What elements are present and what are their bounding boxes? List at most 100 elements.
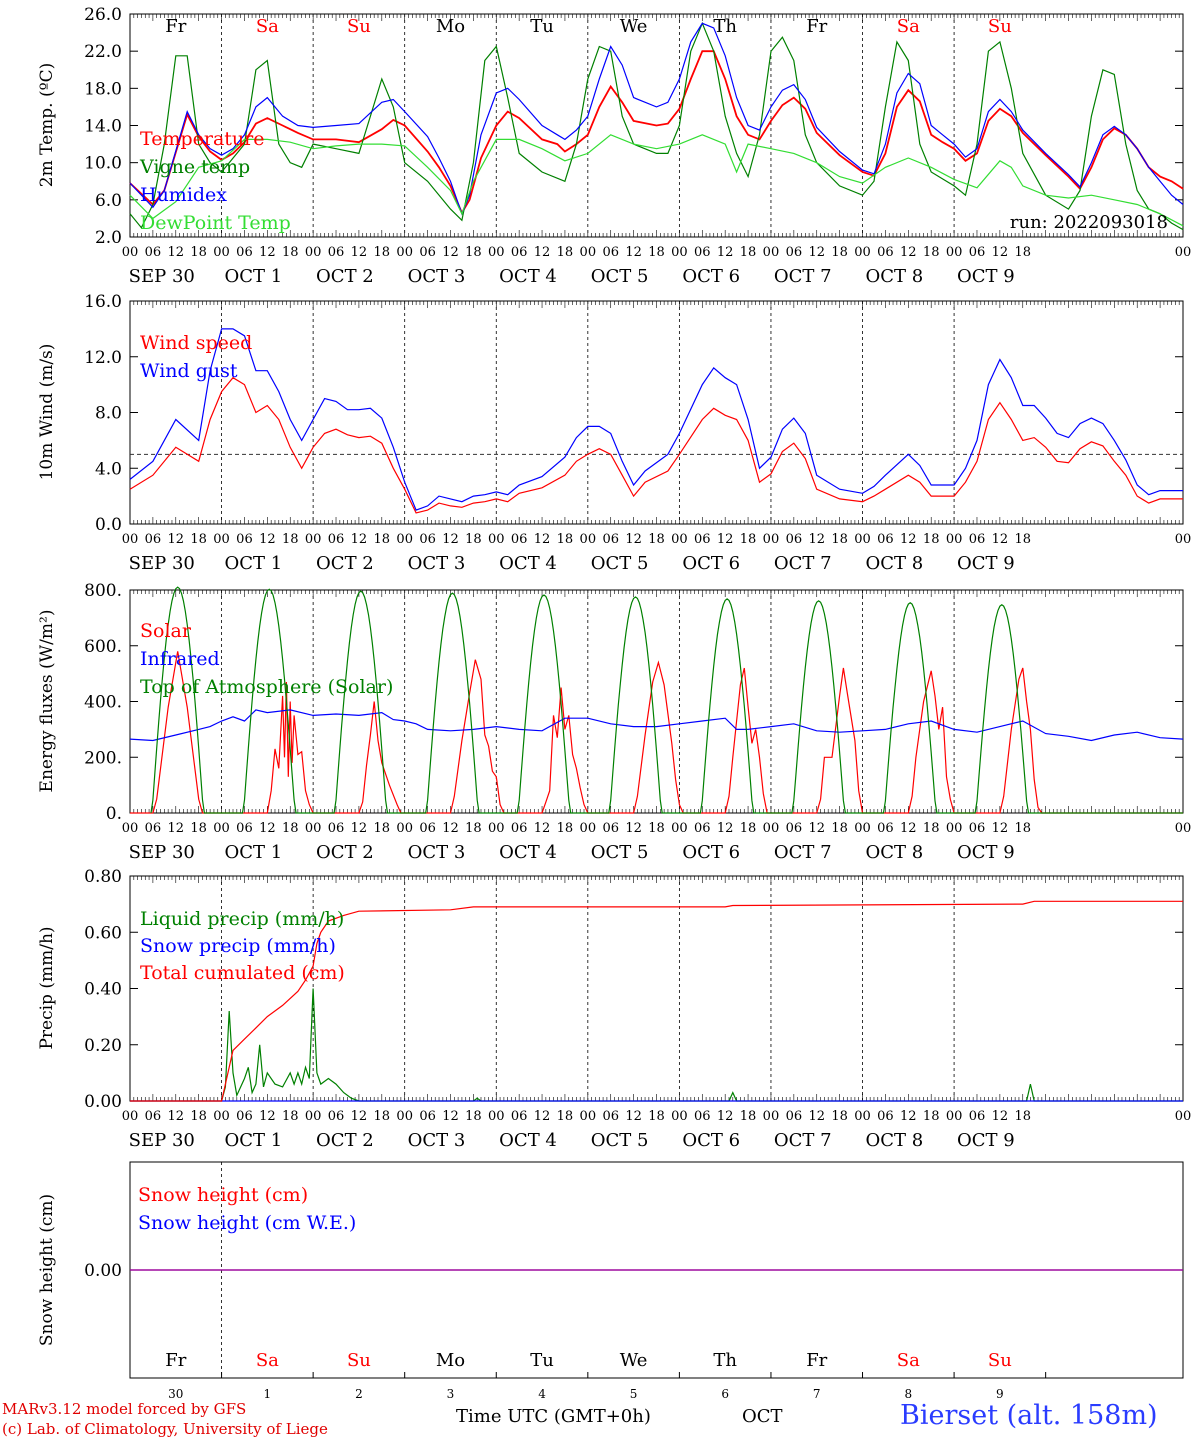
hour-label: 12 [625,532,642,547]
hour-label: 00 [122,821,139,836]
hour-label: 12 [808,1109,825,1124]
date-label: OCT 7 [774,1130,832,1151]
day-label: Tu [530,16,554,37]
date-label: OCT 4 [499,553,557,574]
hour-label: 00 [213,821,230,836]
hour-label: 18 [740,821,757,836]
hour-label: 06 [694,532,711,547]
hour-label: 12 [168,532,185,547]
hour-label: 18 [1014,821,1031,836]
hour-label: 00 [854,821,871,836]
panel-2 [129,300,1184,525]
legend-entry: Top of Atmosphere (Solar) [140,676,393,698]
hour-label: 12 [900,1109,917,1124]
hour-label: 18 [831,245,848,260]
date-label: OCT 6 [682,1130,740,1151]
date-label: OCT 4 [499,842,557,863]
hour-label: 00 [580,1109,597,1124]
hour-label: 00 [1175,821,1192,836]
hour-label: 12 [992,1109,1009,1124]
date-label: OCT 1 [224,842,282,863]
series-line [150,586,1183,814]
y-axis-title: 2m Temp. (ºC) [37,63,57,188]
legend-entry: Vigne temp [139,156,250,178]
hour-label: 06 [236,245,253,260]
series-line [129,709,1184,742]
lab-credit: (c) Lab. of Climatology, University of L… [2,1420,328,1438]
hour-label: 12 [259,245,276,260]
date-label: OCT 4 [499,266,557,287]
hour-label: 00 [946,821,963,836]
day-number: 4 [538,1387,546,1401]
hour-label: 00 [305,245,322,260]
legend-entry: Wind gust [140,360,238,382]
hour-label: 00 [488,821,505,836]
legend-entry: Infrared [140,648,220,670]
hour-label: 18 [282,1109,299,1124]
hour-label: 00 [946,1109,963,1124]
day-label: Sa [897,16,920,37]
hour-label: 06 [786,532,803,547]
hour-label: 06 [511,1109,528,1124]
hour-label: 18 [923,821,940,836]
legend-entry: Liquid precip (mm/h) [140,908,344,930]
day-number: 1 [264,1387,272,1401]
hour-label: 00 [213,532,230,547]
hour-label: 18 [557,532,574,547]
day-label: Th [713,16,737,37]
y-tick-label: 200. [84,748,122,768]
hour-label: 18 [923,245,940,260]
date-label: OCT 6 [682,842,740,863]
hour-label: 18 [648,821,665,836]
hour-label: 12 [351,821,368,836]
hour-label: 00 [1175,532,1192,547]
hour-label: 00 [671,1109,688,1124]
hour-label: 00 [580,245,597,260]
hour-label: 12 [900,245,917,260]
y-tick-label: 18.0 [84,79,122,99]
hour-label: 06 [969,1109,986,1124]
hour-label: 12 [625,821,642,836]
hour-label: 00 [763,1109,780,1124]
hour-label: 00 [122,1109,139,1124]
hour-label: 12 [717,532,734,547]
day-label: Sa [256,1350,279,1371]
hour-label: 12 [442,532,459,547]
hour-label: 12 [534,821,551,836]
hour-label: 06 [419,821,436,836]
day-number: 9 [996,1387,1004,1401]
hour-label: 06 [786,821,803,836]
date-label: OCT 2 [316,1130,374,1151]
hour-label: 12 [534,245,551,260]
date-label: OCT 1 [224,553,282,574]
day-label: We [620,1350,648,1371]
y-tick-label: 0.00 [84,1092,122,1112]
hour-label: 18 [831,1109,848,1124]
date-label: OCT 9 [957,266,1015,287]
date-label: OCT 3 [408,842,466,863]
hour-label: 18 [282,532,299,547]
date-label: OCT 3 [408,1130,466,1151]
hour-label: 00 [305,532,322,547]
hour-label: 00 [488,532,505,547]
hour-label: 12 [259,821,276,836]
y-tick-label: 0.0 [95,515,122,535]
hour-label: 18 [374,1109,391,1124]
hour-label: 06 [419,1109,436,1124]
series-line [129,22,1184,216]
legend-entry: Temperature [140,128,264,150]
date-label: OCT 6 [682,266,740,287]
series-line [129,134,1184,227]
day-label: Fr [806,1350,827,1371]
series-line [130,988,1183,1102]
y-tick-label: 4.0 [95,459,122,479]
hour-label: 00 [488,245,505,260]
hour-label: 18 [923,532,940,547]
day-label: Tu [530,1350,554,1371]
hour-label: 06 [328,245,345,260]
hour-label: 06 [511,821,528,836]
date-label: OCT 5 [591,842,649,863]
hour-label: 12 [625,1109,642,1124]
hour-label: 18 [190,821,207,836]
y-tick-label: 22.0 [84,42,122,62]
